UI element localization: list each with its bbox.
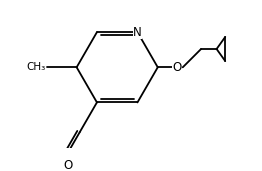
Text: CH₃: CH₃ — [26, 62, 46, 72]
Text: N: N — [133, 26, 142, 39]
Text: O: O — [63, 159, 72, 171]
Text: O: O — [172, 61, 181, 74]
